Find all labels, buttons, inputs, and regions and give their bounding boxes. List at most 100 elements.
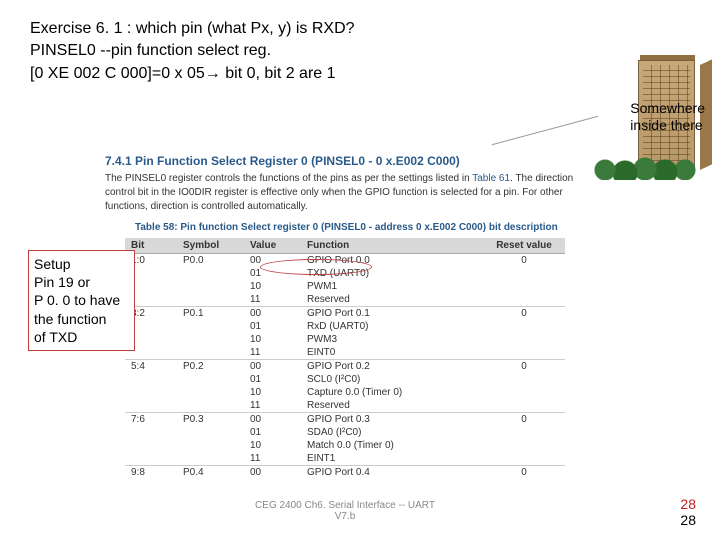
table-cell xyxy=(483,346,565,360)
table-cell xyxy=(483,293,565,307)
table-row: 10Capture 0.0 (Timer 0) xyxy=(125,386,565,399)
table-row: 7:6P0.300GPIO Port 0.30 xyxy=(125,413,565,427)
table-cell: 10 xyxy=(244,439,301,452)
table-row: 3:2P0.100GPIO Port 0.10 xyxy=(125,307,565,321)
table-cell: SCL0 (I²C0) xyxy=(301,373,483,386)
table-cell: GPIO Port 0.2 xyxy=(301,360,483,374)
table-cell: P0.4 xyxy=(177,466,244,480)
table-row: 01SDA0 (I²C0) xyxy=(125,426,565,439)
table-cell: 11 xyxy=(244,399,301,413)
table-cell xyxy=(177,452,244,466)
table-cell: 11 xyxy=(244,346,301,360)
table-cell: 01 xyxy=(244,373,301,386)
table-cell: PWM1 xyxy=(301,280,483,293)
exercise-line3: [0 XE 002 C 000]=0 x 05→ bit 0, bit 2 ar… xyxy=(30,63,355,85)
table-cell: SDA0 (I²C0) xyxy=(301,426,483,439)
table-cell xyxy=(125,373,177,386)
table-cell: 5:4 xyxy=(125,360,177,374)
table-cell xyxy=(483,267,565,280)
table-cell xyxy=(483,399,565,413)
somewhere-line1: Somewhere xyxy=(630,100,705,117)
table-cell: 11 xyxy=(244,293,301,307)
txd-highlight-circle xyxy=(260,259,372,275)
table-cell: Match 0.0 (Timer 0) xyxy=(301,439,483,452)
table-cell xyxy=(483,333,565,346)
exercise-line2: PINSEL0 --pin function select reg. xyxy=(30,40,355,62)
table-cell xyxy=(177,293,244,307)
table-cell: 10 xyxy=(244,386,301,399)
table-cell xyxy=(177,439,244,452)
table-cell xyxy=(483,280,565,293)
th-value: Value xyxy=(244,238,301,254)
table-cell: 0 xyxy=(483,307,565,321)
setup-line1: Setup xyxy=(34,255,129,273)
footer-text: CEG 2400 Ch6. Serial Interface -- UART V… xyxy=(220,500,470,522)
table-cell xyxy=(177,399,244,413)
table-cell: 01 xyxy=(244,320,301,333)
table-cell: 00 xyxy=(244,466,301,480)
table-cell: P0.3 xyxy=(177,413,244,427)
pinsel-table: Bit Symbol Value Function Reset value 1:… xyxy=(125,238,565,479)
table-header-row: Bit Symbol Value Function Reset value xyxy=(125,238,565,254)
table-cell: GPIO Port 0.1 xyxy=(301,307,483,321)
table-cell xyxy=(177,373,244,386)
table-cell xyxy=(125,439,177,452)
page-number-red: 28 xyxy=(680,496,696,512)
table-cell xyxy=(125,386,177,399)
table-cell xyxy=(177,346,244,360)
table-cell xyxy=(177,320,244,333)
table-cell: 0 xyxy=(483,413,565,427)
table-cell: 9:8 xyxy=(125,466,177,480)
table-cell xyxy=(177,280,244,293)
table-cell: GPIO Port 0.3 xyxy=(301,413,483,427)
table-cell xyxy=(483,452,565,466)
table-link: Table 61 xyxy=(472,173,510,184)
table-cell: Reserved xyxy=(301,399,483,413)
footer-sub: V7.b xyxy=(335,511,356,522)
table-cell xyxy=(125,452,177,466)
table-cell: GPIO Port 0.4 xyxy=(301,466,483,480)
section-header: 7.4.1 Pin Function Select Register 0 (PI… xyxy=(105,154,460,168)
table-row: 5:4P0.200GPIO Port 0.20 xyxy=(125,360,565,374)
table-row: 11EINT1 xyxy=(125,452,565,466)
table-cell xyxy=(125,399,177,413)
table-cell xyxy=(125,426,177,439)
setup-line4: the function xyxy=(34,310,129,328)
table-row: 01SCL0 (I²C0) xyxy=(125,373,565,386)
page-number-black: 28 xyxy=(680,512,696,528)
table-cell: 00 xyxy=(244,413,301,427)
table-cell: 10 xyxy=(244,333,301,346)
table-cell: 7:6 xyxy=(125,413,177,427)
table-cell: 0 xyxy=(483,360,565,374)
table-row: 10PWM1 xyxy=(125,280,565,293)
setup-line5: of TXD xyxy=(34,328,129,346)
setup-line3: P 0. 0 to have xyxy=(34,291,129,309)
table-cell xyxy=(177,267,244,280)
table-row: 11EINT0 xyxy=(125,346,565,360)
table-cell: PWM3 xyxy=(301,333,483,346)
table-cell: 0 xyxy=(483,466,565,480)
exercise-line1: Exercise 6. 1 : which pin (what Px, y) i… xyxy=(30,18,355,40)
table-cell: P0.2 xyxy=(177,360,244,374)
table-cell: 01 xyxy=(244,426,301,439)
table-cell xyxy=(483,320,565,333)
somewhere-label: Somewhere inside there xyxy=(630,100,705,134)
table-cell: Reserved xyxy=(301,293,483,307)
table-cell xyxy=(177,426,244,439)
exercise-title: Exercise 6. 1 : which pin (what Px, y) i… xyxy=(30,18,355,85)
table-cell xyxy=(177,333,244,346)
setup-callout-box: Setup Pin 19 or P 0. 0 to have the funct… xyxy=(28,250,135,351)
table-row: 10Match 0.0 (Timer 0) xyxy=(125,439,565,452)
table-row: 9:8P0.400GPIO Port 0.40 xyxy=(125,466,565,480)
table-row: 01RxD (UART0) xyxy=(125,320,565,333)
table-cell xyxy=(483,386,565,399)
table-cell xyxy=(483,439,565,452)
th-reset: Reset value xyxy=(483,238,565,254)
setup-line2: Pin 19 or xyxy=(34,273,129,291)
table-cell: EINT1 xyxy=(301,452,483,466)
table-cell: 0 xyxy=(483,254,565,268)
section-description: The PINSEL0 register controls the functi… xyxy=(105,172,585,214)
table-row: 10PWM3 xyxy=(125,333,565,346)
table-cell: 11 xyxy=(244,452,301,466)
th-function: Function xyxy=(301,238,483,254)
